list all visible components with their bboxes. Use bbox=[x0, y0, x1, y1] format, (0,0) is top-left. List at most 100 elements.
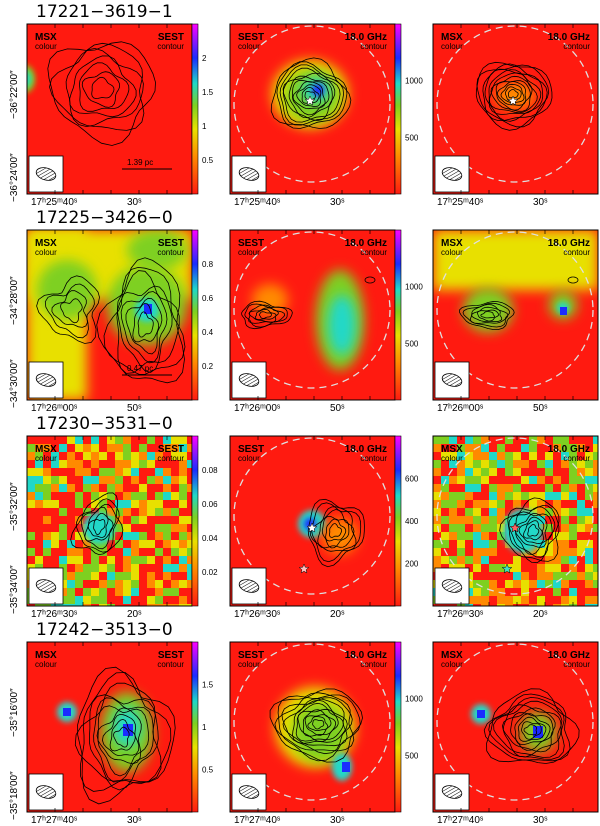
contour-line bbox=[484, 68, 544, 122]
panel-label-colour: MSX bbox=[35, 650, 57, 661]
panel-sublabel-contour: contour bbox=[157, 42, 184, 51]
noise-pixel bbox=[123, 516, 131, 524]
noise-pixel bbox=[59, 452, 67, 460]
contour-line bbox=[81, 71, 121, 108]
noise-pixel bbox=[545, 476, 553, 484]
panel-label-colour: SEST bbox=[238, 238, 264, 249]
noise-pixel bbox=[569, 476, 577, 484]
noise-pixel bbox=[529, 580, 537, 588]
colorbar-tick-label: 0.5 bbox=[202, 766, 214, 775]
noise-pixel bbox=[35, 604, 43, 606]
noise-pixel bbox=[489, 508, 497, 516]
noise-pixel bbox=[99, 596, 107, 604]
noise-pixel bbox=[155, 540, 163, 548]
noise-pixel bbox=[553, 604, 561, 606]
noise-pixel bbox=[155, 596, 163, 604]
noise-pixel bbox=[497, 476, 505, 484]
emission-peak bbox=[533, 726, 543, 738]
noise-pixel bbox=[553, 484, 561, 492]
noise-pixel bbox=[83, 580, 91, 588]
colorbar: 0.5 1 1.5 2 bbox=[191, 23, 214, 195]
noise-pixel bbox=[529, 604, 537, 606]
noise-pixel bbox=[545, 492, 553, 500]
panel-sublabel-colour: colour bbox=[441, 454, 463, 463]
noise-pixel bbox=[569, 444, 577, 452]
noise-pixel bbox=[123, 436, 131, 444]
noise-pixel bbox=[27, 556, 35, 564]
noise-pixel bbox=[115, 476, 123, 484]
noise-pixel bbox=[553, 596, 561, 604]
ra-tick-label: 17ʰ27ᵐ40ˢ bbox=[234, 815, 281, 826]
noise-pixel bbox=[179, 604, 187, 606]
noise-pixel bbox=[545, 436, 553, 444]
noise-pixel bbox=[489, 436, 497, 444]
noise-pixel bbox=[561, 572, 569, 580]
noise-pixel bbox=[513, 596, 521, 604]
noise-pixel bbox=[553, 468, 561, 476]
colorbar-tick-label: 0.06 bbox=[202, 500, 218, 509]
ra-tick-label: 30ˢ bbox=[330, 197, 345, 208]
noise-pixel bbox=[147, 476, 155, 484]
contour-line bbox=[282, 698, 348, 747]
noise-pixel bbox=[131, 500, 139, 508]
contour-line bbox=[132, 302, 160, 343]
noise-pixel bbox=[529, 492, 537, 500]
noise-pixel bbox=[537, 580, 545, 588]
noise-pixel bbox=[179, 516, 187, 524]
noise-pixel bbox=[537, 588, 545, 596]
noise-pixel bbox=[99, 476, 107, 484]
noise-pixel bbox=[545, 572, 553, 580]
noise-pixel bbox=[99, 484, 107, 492]
noise-pixel bbox=[179, 556, 187, 564]
beam-ellipse bbox=[238, 785, 260, 799]
noise-pixel bbox=[473, 548, 481, 556]
noise-pixel bbox=[67, 460, 75, 468]
beam-ellipse bbox=[35, 579, 57, 593]
noise-pixel bbox=[147, 492, 155, 500]
noise-pixel bbox=[35, 532, 43, 540]
panel-sublabel-contour: contour bbox=[360, 660, 387, 669]
noise-pixel bbox=[123, 492, 131, 500]
noise-pixel bbox=[75, 556, 83, 564]
noise-pixel bbox=[457, 524, 465, 532]
noise-pixel bbox=[155, 508, 163, 516]
noise-pixel bbox=[91, 452, 99, 460]
noise-pixel bbox=[481, 556, 489, 564]
colorbar-tick-label: 400 bbox=[405, 517, 419, 526]
noise-pixel bbox=[537, 604, 545, 606]
noise-pixel bbox=[187, 484, 192, 492]
noise-pixel bbox=[107, 452, 115, 460]
contour-line bbox=[60, 298, 83, 324]
noise-pixel bbox=[171, 500, 179, 508]
noise-pixel bbox=[497, 596, 505, 604]
ra-tick-label: 30ˢ bbox=[533, 197, 548, 208]
noise-pixel bbox=[577, 596, 585, 604]
noise-pixel bbox=[593, 436, 598, 444]
emission-peak bbox=[560, 307, 567, 315]
noise-pixel bbox=[139, 500, 147, 508]
noise-pixel bbox=[545, 468, 553, 476]
noise-pixel bbox=[131, 468, 139, 476]
noise-pixel bbox=[481, 436, 489, 444]
noise-pixel bbox=[441, 492, 449, 500]
noise-pixel bbox=[35, 508, 43, 516]
noise-pixel bbox=[561, 516, 569, 524]
scale-bar: 1.39 pc bbox=[122, 158, 172, 170]
beam-ellipse bbox=[441, 167, 463, 181]
colorbar-tick-label: 0.8 bbox=[202, 260, 214, 269]
noise-pixel bbox=[83, 452, 91, 460]
noise-pixel bbox=[521, 572, 529, 580]
noise-pixel bbox=[449, 436, 457, 444]
noise-pixel bbox=[457, 476, 465, 484]
noise-pixel bbox=[171, 516, 179, 524]
noise-pixel bbox=[497, 508, 505, 516]
noise-pixel bbox=[505, 548, 513, 556]
noise-pixel bbox=[99, 580, 107, 588]
contour-line bbox=[258, 311, 272, 319]
emission-blob bbox=[252, 284, 288, 316]
noise-pixel bbox=[99, 508, 107, 516]
noise-pixel bbox=[187, 516, 192, 524]
noise-pixel bbox=[441, 476, 449, 484]
noise-pixel bbox=[433, 500, 441, 508]
